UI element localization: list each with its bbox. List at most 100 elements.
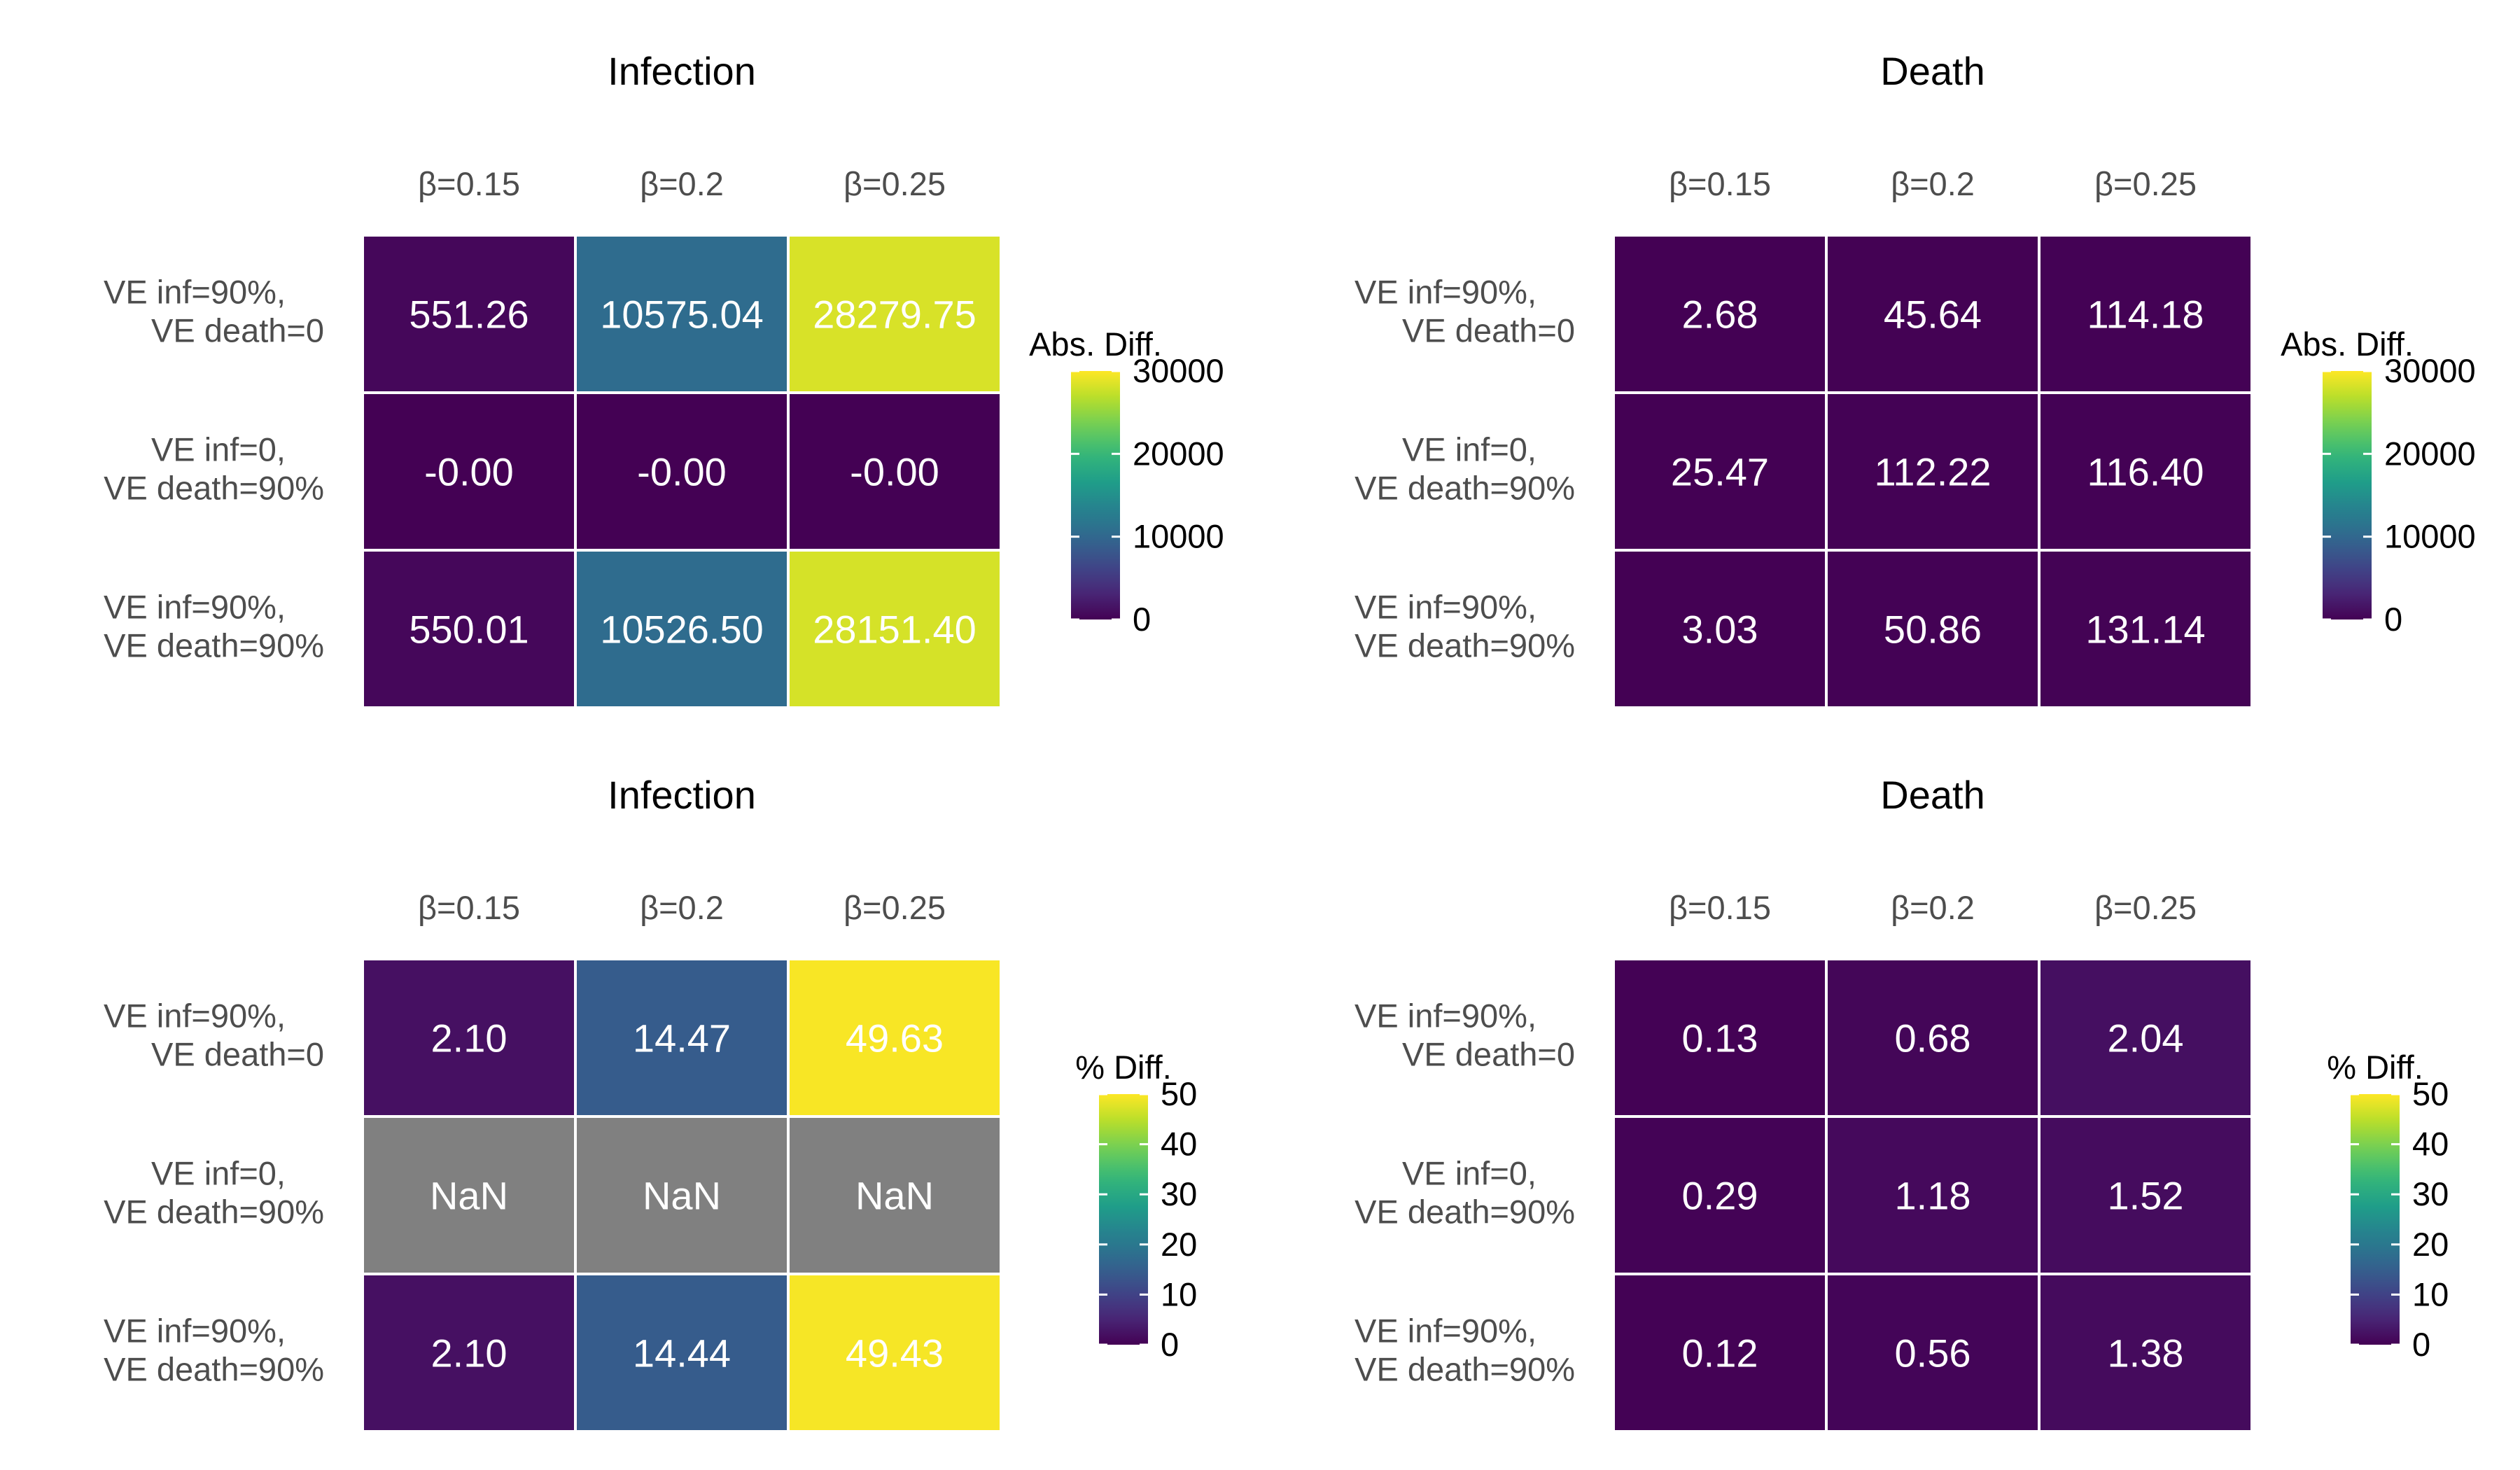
- cell-value-label: 14.44: [633, 1331, 731, 1376]
- colorbar: [2323, 371, 2372, 620]
- colorbar-tick-label: 50: [1161, 1075, 1197, 1112]
- legend-title: % Diff.: [1075, 1049, 1172, 1086]
- colorbar-tick-label: 10000: [1133, 518, 1224, 555]
- cell-value-label: 2.04: [2108, 1016, 2184, 1060]
- cell-value-label: NaN: [430, 1174, 508, 1218]
- row-label: VE inf=90%, VE death=0: [1354, 997, 1575, 1073]
- colorbar-tick-label: 30000: [2384, 352, 2476, 389]
- colorbar-tick-label: 30: [2412, 1175, 2449, 1212]
- cell-value-label: 112.22: [1874, 450, 1991, 494]
- heatmap-cell: [574, 958, 790, 1118]
- row-label: VE inf=90%, VE death=0: [1354, 274, 1575, 349]
- cell-value-label: 0.68: [1895, 1016, 1971, 1060]
- cell-value-label: NaN: [855, 1174, 934, 1218]
- legend-title: % Diff.: [2327, 1049, 2423, 1086]
- heatmap-cell: [1612, 391, 1828, 552]
- heatmap-cell: [1612, 234, 1828, 394]
- heatmap-cell: [361, 958, 577, 1118]
- cell-value-label: 2.10: [431, 1331, 507, 1376]
- cell-value-label: 49.43: [846, 1331, 944, 1376]
- colorbar-tick-label: 40: [1161, 1126, 1197, 1163]
- cell-value-label: 45.64: [1884, 293, 1982, 337]
- heatmap-cell: [2038, 958, 2253, 1118]
- colorbar-tick-label: 10: [1161, 1275, 1197, 1312]
- column-label: β=0.25: [844, 165, 946, 202]
- column-label: β=0.2: [640, 889, 724, 926]
- row-label: VE inf=0, VE death=90%: [1354, 431, 1575, 507]
- heatmap-cell: [2038, 391, 2253, 552]
- panel-title: Infection: [608, 773, 756, 817]
- heatmap-cell: [787, 1115, 1002, 1275]
- heatmap-cell: [1825, 1115, 2040, 1275]
- colorbar-tick-label: 20000: [1133, 435, 1224, 472]
- cell-value-label: 49.63: [846, 1016, 944, 1060]
- cell-value-label: -0.00: [424, 450, 514, 494]
- heatmap-cell: [2038, 1273, 2253, 1433]
- panel-title: Death: [1880, 773, 1984, 817]
- row-label: VE inf=0, VE death=90%: [104, 431, 324, 507]
- cell-value-label: 114.18: [2087, 293, 2204, 337]
- cell-value-label: 25.47: [1671, 450, 1769, 494]
- colorbar-tick-label: 0: [1133, 601, 1151, 638]
- heatmap-cell: [361, 549, 577, 709]
- legend-title: Abs. Diff.: [2281, 326, 2414, 363]
- cell-value-label: 10575.04: [600, 293, 764, 337]
- colorbar-tick-label: 50: [2412, 1075, 2449, 1112]
- colorbar: [1071, 371, 1120, 620]
- cell-value-label: 1.38: [2108, 1331, 2184, 1376]
- heatmap-panel: Death β=0.15 β=0.2 β=0.25 VE inf=90%, VE deat…: [1354, 49, 2476, 709]
- column-label: β=0.15: [418, 889, 520, 926]
- row-label: VE inf=90%, VE death=0: [104, 997, 324, 1073]
- cell-value-label: 116.40: [2087, 450, 2204, 494]
- heatmap-cell: [1612, 958, 1828, 1118]
- column-label: β=0.15: [1669, 889, 1771, 926]
- heatmap-cell: [361, 391, 577, 552]
- legend-title: Abs. Diff.: [1029, 326, 1162, 363]
- heatmap-cell: [1612, 549, 1828, 709]
- colorbar-tick-label: 20000: [2384, 435, 2476, 472]
- cell-value-label: -0.00: [637, 450, 727, 494]
- heatmap-cell: [787, 391, 1002, 552]
- cell-value-label: 551.26: [409, 293, 528, 337]
- heatmap-cell: [574, 549, 790, 709]
- panel-title: Death: [1880, 49, 1984, 93]
- colorbar-tick-label: 0: [2384, 601, 2402, 638]
- heatmap-cell: [2038, 549, 2253, 709]
- heatmap-panel: Infection β=0.15 β=0.2 β=0.25 VE inf=90%, VE …: [104, 773, 1197, 1433]
- heatmap-cell: [787, 549, 1002, 709]
- colorbar-tick-label: 0: [2412, 1326, 2430, 1363]
- cell-value-label: 0.12: [1682, 1331, 1758, 1376]
- cell-value-label: 1.52: [2108, 1174, 2184, 1218]
- heatmap-cell: [361, 1115, 577, 1275]
- cell-value-label: NaN: [643, 1174, 721, 1218]
- column-label: β=0.25: [844, 889, 946, 926]
- heatmap-cell: [787, 234, 1002, 394]
- column-label: β=0.2: [640, 165, 724, 202]
- heatmap-cell: [574, 234, 790, 394]
- row-label: VE inf=90%, VE death=90%: [1354, 1312, 1575, 1388]
- column-label: β=0.15: [418, 165, 520, 202]
- heatmap-cell: [361, 234, 577, 394]
- cell-value-label: 50.86: [1884, 608, 1982, 652]
- cell-value-label: 0.13: [1682, 1016, 1758, 1060]
- cell-value-label: 2.10: [431, 1016, 507, 1060]
- column-label: β=0.25: [2094, 889, 2197, 926]
- cell-value-label: 10526.50: [600, 608, 764, 652]
- column-label: β=0.15: [1669, 165, 1771, 202]
- cell-value-label: -0.00: [850, 450, 939, 494]
- cell-value-label: 131.14: [2085, 608, 2205, 652]
- row-label: VE inf=0, VE death=90%: [1354, 1155, 1575, 1231]
- heatmap-cell: [361, 1273, 577, 1433]
- heatmap-cell: [574, 1115, 790, 1275]
- row-label: VE inf=90%, VE death=90%: [104, 1312, 324, 1388]
- heatmap-cell: [2038, 234, 2253, 394]
- column-label: β=0.2: [1891, 889, 1975, 926]
- heatmap-cell: [787, 958, 1002, 1118]
- cell-value-label: 28151.40: [813, 608, 976, 652]
- cell-value-label: 0.29: [1682, 1174, 1758, 1218]
- colorbar-tick-label: 20: [2412, 1226, 2449, 1263]
- row-label: VE inf=90%, VE death=0: [104, 274, 324, 349]
- row-label: VE inf=0, VE death=90%: [104, 1155, 324, 1231]
- heatmap-panel: Infection β=0.15 β=0.2 β=0.25 VE inf=90%, VE …: [104, 49, 1224, 709]
